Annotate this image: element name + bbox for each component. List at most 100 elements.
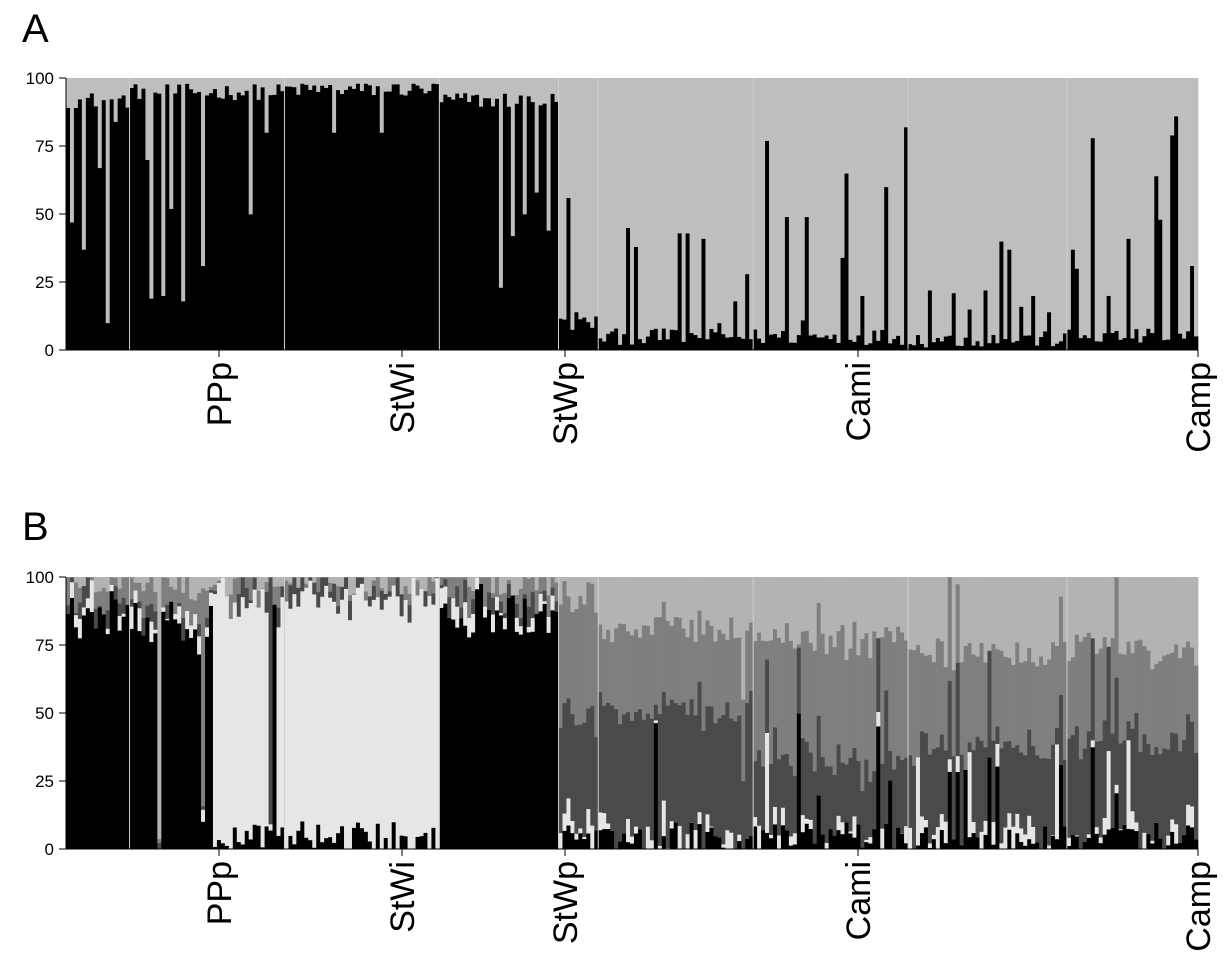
bar-19-cluster-3 xyxy=(137,601,142,609)
bar-32-cluster-5 xyxy=(189,577,194,600)
bar-135-cluster-4 xyxy=(598,624,603,693)
bar-281-cluster-1 xyxy=(1178,842,1183,850)
bar-283-cluster-2 xyxy=(1186,804,1191,826)
bar-164-cluster-1 xyxy=(713,835,718,850)
bar-190-cluster-4 xyxy=(816,602,822,716)
bar-106-cluster-2 xyxy=(483,78,488,99)
bar-111-cluster-4 xyxy=(502,592,508,614)
bar-221-cluster-3 xyxy=(939,734,945,815)
bar-239-cluster-2 xyxy=(1011,78,1016,343)
bar-281-cluster-4 xyxy=(1178,657,1183,752)
bar-269-cluster-2 xyxy=(1130,78,1135,339)
bar-242-cluster-5 xyxy=(1023,577,1028,662)
bar-216-cluster-5 xyxy=(919,577,925,654)
bar-60-cluster-2 xyxy=(300,590,305,822)
bar-248-cluster-1 xyxy=(1047,311,1052,351)
bar-201-cluster-3 xyxy=(860,790,865,848)
bar-213-cluster-2 xyxy=(908,78,913,345)
bar-220-cluster-5 xyxy=(935,577,941,639)
bar-238-cluster-2 xyxy=(1007,812,1012,830)
bar-263-cluster-1 xyxy=(1106,829,1111,850)
bar-108-cluster-1 xyxy=(491,631,496,850)
bar-160-cluster-1 xyxy=(697,337,702,351)
bar-7-cluster-4 xyxy=(89,577,95,581)
bar-30-cluster-5 xyxy=(181,577,186,593)
bar-196-cluster-3 xyxy=(840,762,845,823)
bar-125-cluster-3 xyxy=(558,727,563,834)
bar-185-cluster-4 xyxy=(796,644,802,648)
bar-95-cluster-4 xyxy=(439,577,444,586)
bar-284-cluster-2 xyxy=(1190,78,1195,267)
bar-79-cluster-4 xyxy=(375,577,381,598)
bar-187-cluster-2 xyxy=(804,78,810,218)
bar-230-cluster-2 xyxy=(975,78,980,342)
bar-183-cluster-5 xyxy=(788,577,794,641)
bar-62-cluster-1 xyxy=(308,89,313,351)
y-tick-label-75: 75 xyxy=(35,636,54,655)
bar-15-cluster-2 xyxy=(121,613,126,617)
bar-57-cluster-4 xyxy=(288,583,293,586)
bar-210-cluster-2 xyxy=(896,78,901,336)
bar-270-cluster-4 xyxy=(1134,640,1139,713)
bar-142-cluster-3 xyxy=(626,711,631,819)
bar-141-cluster-2 xyxy=(622,78,627,335)
bar-34-cluster-3 xyxy=(197,623,202,637)
bar-256-cluster-4 xyxy=(1078,641,1084,760)
bar-44-cluster-1 xyxy=(236,841,242,850)
bar-65-cluster-1 xyxy=(320,85,325,351)
bar-168-cluster-2 xyxy=(729,78,734,338)
bar-51-cluster-2 xyxy=(264,612,269,827)
bar-29-cluster-4 xyxy=(177,577,182,604)
bar-253-cluster-5 xyxy=(1066,577,1072,662)
bar-40-cluster-2 xyxy=(220,78,226,99)
bar-84-cluster-1 xyxy=(395,84,400,351)
bar-272-cluster-2 xyxy=(1142,78,1147,337)
bar-263-cluster-2 xyxy=(1106,78,1111,296)
bar-72-cluster-2 xyxy=(348,78,353,87)
bar-98-cluster-1 xyxy=(451,619,456,850)
bar-276-cluster-2 xyxy=(1158,78,1163,220)
bar-64-cluster-1 xyxy=(316,91,321,351)
bar-215-cluster-2 xyxy=(915,78,921,336)
bar-260-cluster-5 xyxy=(1094,577,1100,654)
bar-126-cluster-2 xyxy=(562,78,567,320)
bar-210-cluster-1 xyxy=(896,827,901,850)
x-tick-label-ppp: PPp xyxy=(201,362,239,426)
bar-234-cluster-2 xyxy=(991,78,996,336)
bar-198-cluster-5 xyxy=(848,577,853,649)
bar-162-cluster-1 xyxy=(705,831,710,850)
bar-242-cluster-3 xyxy=(1023,755,1028,835)
bar-188-cluster-1 xyxy=(808,828,814,850)
bar-154-cluster-1 xyxy=(673,821,679,850)
bar-244-cluster-1 xyxy=(1031,843,1036,850)
bar-71-cluster-3 xyxy=(344,577,349,589)
bar-270-cluster-1 xyxy=(1134,328,1139,351)
bar-237-cluster-2 xyxy=(1003,78,1008,340)
bar-271-cluster-2 xyxy=(1138,78,1143,343)
bar-76-cluster-5 xyxy=(363,577,369,592)
bar-245-cluster-3 xyxy=(1035,755,1040,843)
bar-144-cluster-1 xyxy=(633,246,639,351)
bar-30-cluster-3 xyxy=(181,617,186,641)
bar-56-cluster-4 xyxy=(284,580,289,602)
bar-10-cluster-1 xyxy=(101,614,107,850)
bar-2-cluster-2 xyxy=(69,581,75,598)
bar-39-cluster-5 xyxy=(216,577,222,581)
bar-38-cluster-4 xyxy=(212,584,218,591)
bar-220-cluster-2 xyxy=(935,826,941,850)
bar-257-cluster-5 xyxy=(1082,577,1088,638)
bar-49-cluster-1 xyxy=(256,825,261,850)
bar-194-cluster-1 xyxy=(832,835,837,850)
bar-103-cluster-1 xyxy=(471,632,476,850)
bar-266-cluster-1 xyxy=(1118,829,1123,850)
bar-184-cluster-3 xyxy=(792,775,798,834)
bar-12-cluster-4 xyxy=(109,577,115,585)
bar-17-cluster-3 xyxy=(129,598,134,607)
bar-234-cluster-1 xyxy=(991,334,996,351)
bar-64-cluster-3 xyxy=(316,591,321,608)
bar-108-cluster-2 xyxy=(491,78,496,107)
bar-61-cluster-5 xyxy=(304,577,309,584)
bar-21-cluster-1 xyxy=(145,617,150,850)
bar-104-cluster-1 xyxy=(475,588,480,850)
